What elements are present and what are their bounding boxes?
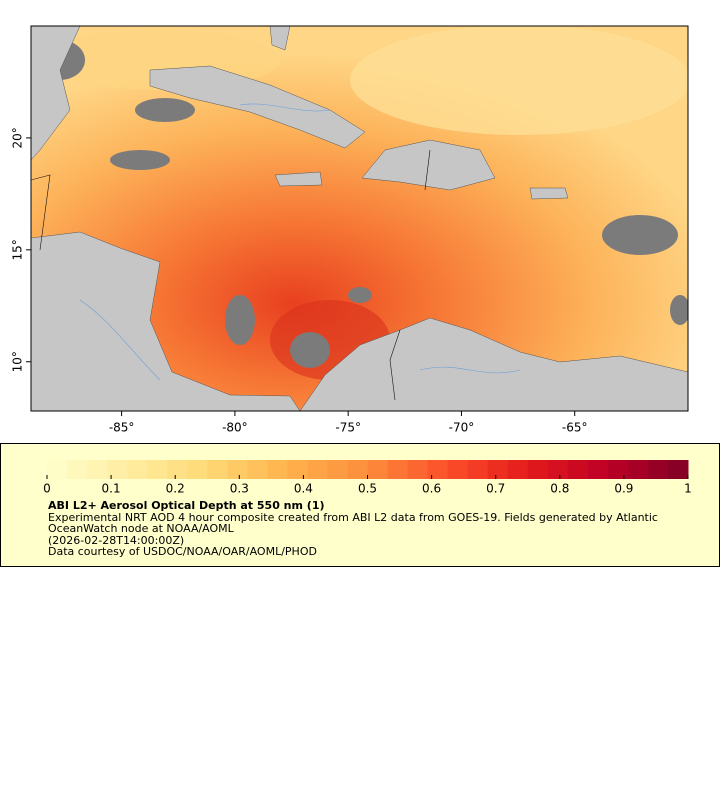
colorbar-swatch (647, 460, 669, 479)
colorbar-tick-label: 0.6 (422, 482, 441, 496)
colorbar-tick-label: 0 (43, 482, 51, 496)
colorbar-swatch (247, 460, 268, 479)
colorbar-swatch (167, 460, 188, 479)
colorbar-swatch (447, 460, 469, 479)
rivers (79, 103, 521, 381)
colorbar-swatch (407, 460, 429, 479)
colorbar: 0 0.1 0.2 0.3 0.4 0.5 0.6 0.7 0.8 0.9 1 (43, 460, 692, 496)
colorbar-swatch (507, 460, 529, 479)
x-tick-label: -70° (449, 421, 475, 435)
colorbar-swatch (487, 460, 509, 479)
colorbar-swatch (227, 460, 248, 479)
map-axes: -85° -80° -75° -70° -65° 10° 15° 20° (11, 127, 588, 434)
x-tick-label: -75° (335, 421, 361, 435)
colorbar-swatch (547, 460, 569, 479)
colorbar-swatch (367, 460, 389, 479)
colorbar-swatch (347, 460, 368, 479)
colorbar-swatch (607, 460, 629, 479)
x-tick-label: -65° (562, 421, 588, 435)
aod-map (31, 26, 688, 411)
colorbar-tick-label: 0.1 (102, 482, 121, 496)
colorbar-tick-label: 0.9 (614, 482, 633, 496)
x-tick-label: -85° (109, 421, 135, 435)
colorbar-swatch (207, 460, 228, 479)
y-tick-label: 15° (11, 239, 25, 260)
colorbar-tick-label: 0.2 (166, 482, 185, 496)
legend-text: ABI L2+ Aerosol Optical Depth at 550 nm … (48, 500, 688, 558)
colorbar-swatch (147, 460, 168, 479)
colorbar-tick-label: 1 (684, 482, 692, 496)
x-tick-label: -80° (222, 421, 248, 435)
legend-time: (2026-02-28T14:00:00Z) (48, 533, 185, 547)
legend-credit: Data courtesy of USDOC/NOAA/OAR/AOML/PHO… (48, 545, 317, 558)
colorbar-swatch (267, 460, 288, 479)
colorbar-swatch (667, 460, 689, 479)
colorbar-swatch (107, 460, 128, 479)
aod-low-area (350, 26, 688, 135)
colorbar-swatch (387, 460, 409, 479)
legend-title: ABI L2+ Aerosol Optical Depth at 550 nm … (48, 499, 325, 512)
colorbar-tick-label: 0.4 (294, 482, 313, 496)
legend-description: Experimental NRT AOD 4 hour composite cr… (48, 510, 658, 535)
y-tick-label: 10° (11, 351, 25, 372)
colorbar-tick-label: 0.8 (550, 482, 569, 496)
colorbar-tick-label: 0.3 (230, 482, 249, 496)
colorbar-swatch (527, 460, 549, 479)
colorbar-swatch (627, 460, 649, 479)
colorbar-swatch (327, 460, 348, 479)
y-tick-label: 20° (11, 127, 25, 148)
colorbar-swatch (287, 460, 308, 479)
colorbar-swatch (307, 460, 328, 479)
colorbar-tick-label: 0.5 (358, 482, 377, 496)
colorbar-swatch (127, 460, 148, 479)
colorbar-swatch (47, 460, 68, 479)
map-frame (30, 25, 689, 412)
colorbar-swatch (187, 460, 208, 479)
colorbar-swatch (67, 460, 88, 479)
borders (31, 149, 431, 401)
colorbar-swatch (467, 460, 489, 479)
colorbar-swatch (567, 460, 589, 479)
colorbar-tick-label: 0.7 (486, 482, 505, 496)
land (31, 26, 688, 411)
colorbar-swatch (87, 460, 108, 479)
colorbar-swatch (427, 460, 449, 479)
colorbar-swatch (587, 460, 609, 479)
